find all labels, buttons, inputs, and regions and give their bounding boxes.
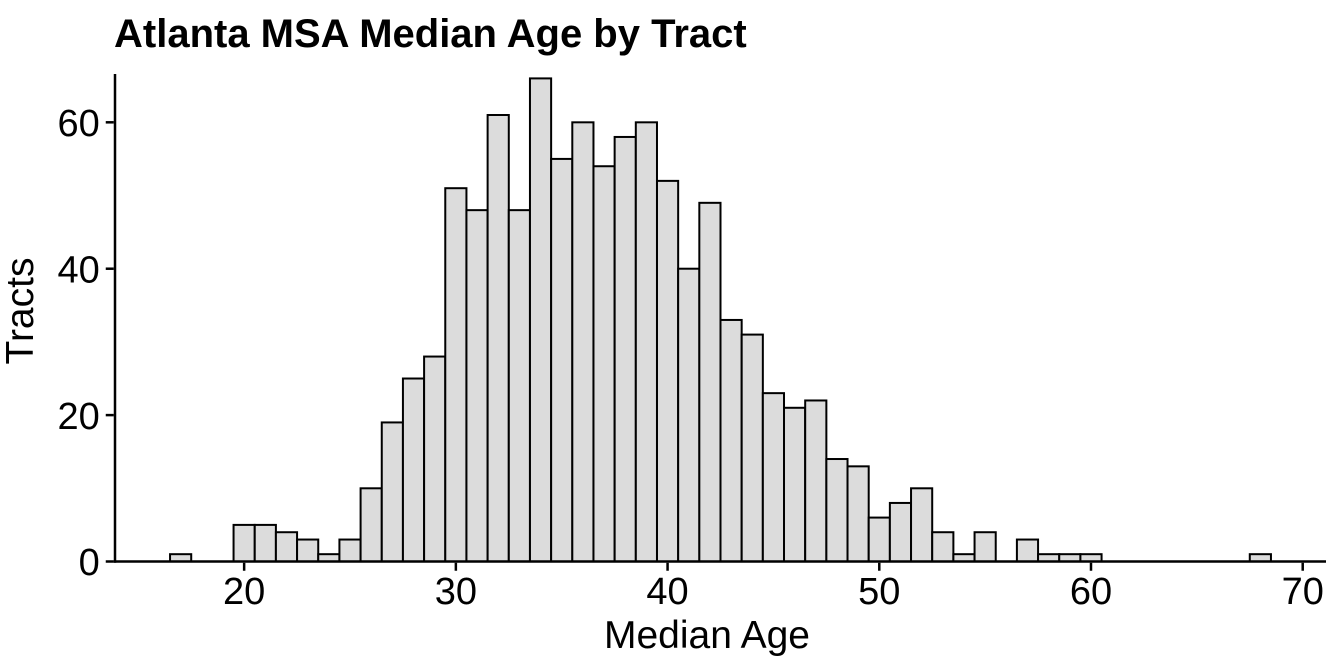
histogram-bar (655, 179, 680, 563)
histogram-bar (698, 201, 722, 563)
x-tick-label: 20 (223, 571, 265, 613)
histogram-bar (253, 523, 277, 563)
x-tick-label: 60 (1070, 571, 1112, 613)
histogram-bar (274, 531, 299, 563)
x-axis-label: Median Age (604, 614, 810, 657)
histogram-bar (338, 538, 362, 563)
x-tick-label: 50 (858, 571, 900, 613)
histogram-bar (634, 121, 658, 563)
histogram-bar (507, 209, 531, 563)
histogram-bar (550, 157, 574, 563)
x-tick-label: 30 (435, 571, 477, 613)
histogram-bar (592, 165, 616, 563)
histogram-bar (1015, 538, 1040, 563)
histogram-bar (613, 135, 637, 563)
histogram-bar (571, 121, 595, 563)
histogram-bar (719, 318, 743, 563)
x-tick-label: 40 (646, 571, 688, 613)
histogram-bar (486, 114, 510, 563)
histogram-bar (444, 187, 468, 563)
histogram-bar (825, 458, 849, 563)
y-axis-label: Tracts (0, 258, 42, 365)
histogram-bar (677, 267, 701, 563)
y-tick-label: 20 (57, 396, 99, 438)
histogram-bar (232, 523, 256, 563)
axes-group: 20 30 40 50 60 70 0 20 40 60 (57, 74, 1326, 613)
x-tick-label: 70 (1282, 571, 1324, 613)
chart-title: Atlanta MSA Median Age by Tract (114, 12, 747, 56)
histogram-bar (380, 421, 404, 563)
y-tick-label: 0 (79, 542, 100, 584)
histogram-bar (528, 77, 553, 563)
histogram-bar (401, 377, 426, 563)
histogram-bar (846, 465, 870, 563)
histogram-bar (910, 487, 934, 563)
histogram-bar (465, 209, 489, 563)
histogram-bar (296, 538, 320, 563)
histogram-bar (740, 333, 764, 563)
histogram-bar (867, 516, 891, 563)
histogram-bar (423, 355, 447, 563)
histogram-bar (761, 392, 786, 563)
histogram-bar (804, 399, 828, 563)
histogram-bar (888, 501, 913, 563)
histogram-bar (931, 531, 955, 563)
histogram-bar (359, 487, 383, 563)
y-tick-label: 60 (57, 103, 99, 145)
y-tick-label: 40 (57, 249, 99, 291)
histogram-bar (783, 406, 807, 563)
bars-group (169, 77, 1272, 563)
histogram-bar (973, 531, 997, 563)
